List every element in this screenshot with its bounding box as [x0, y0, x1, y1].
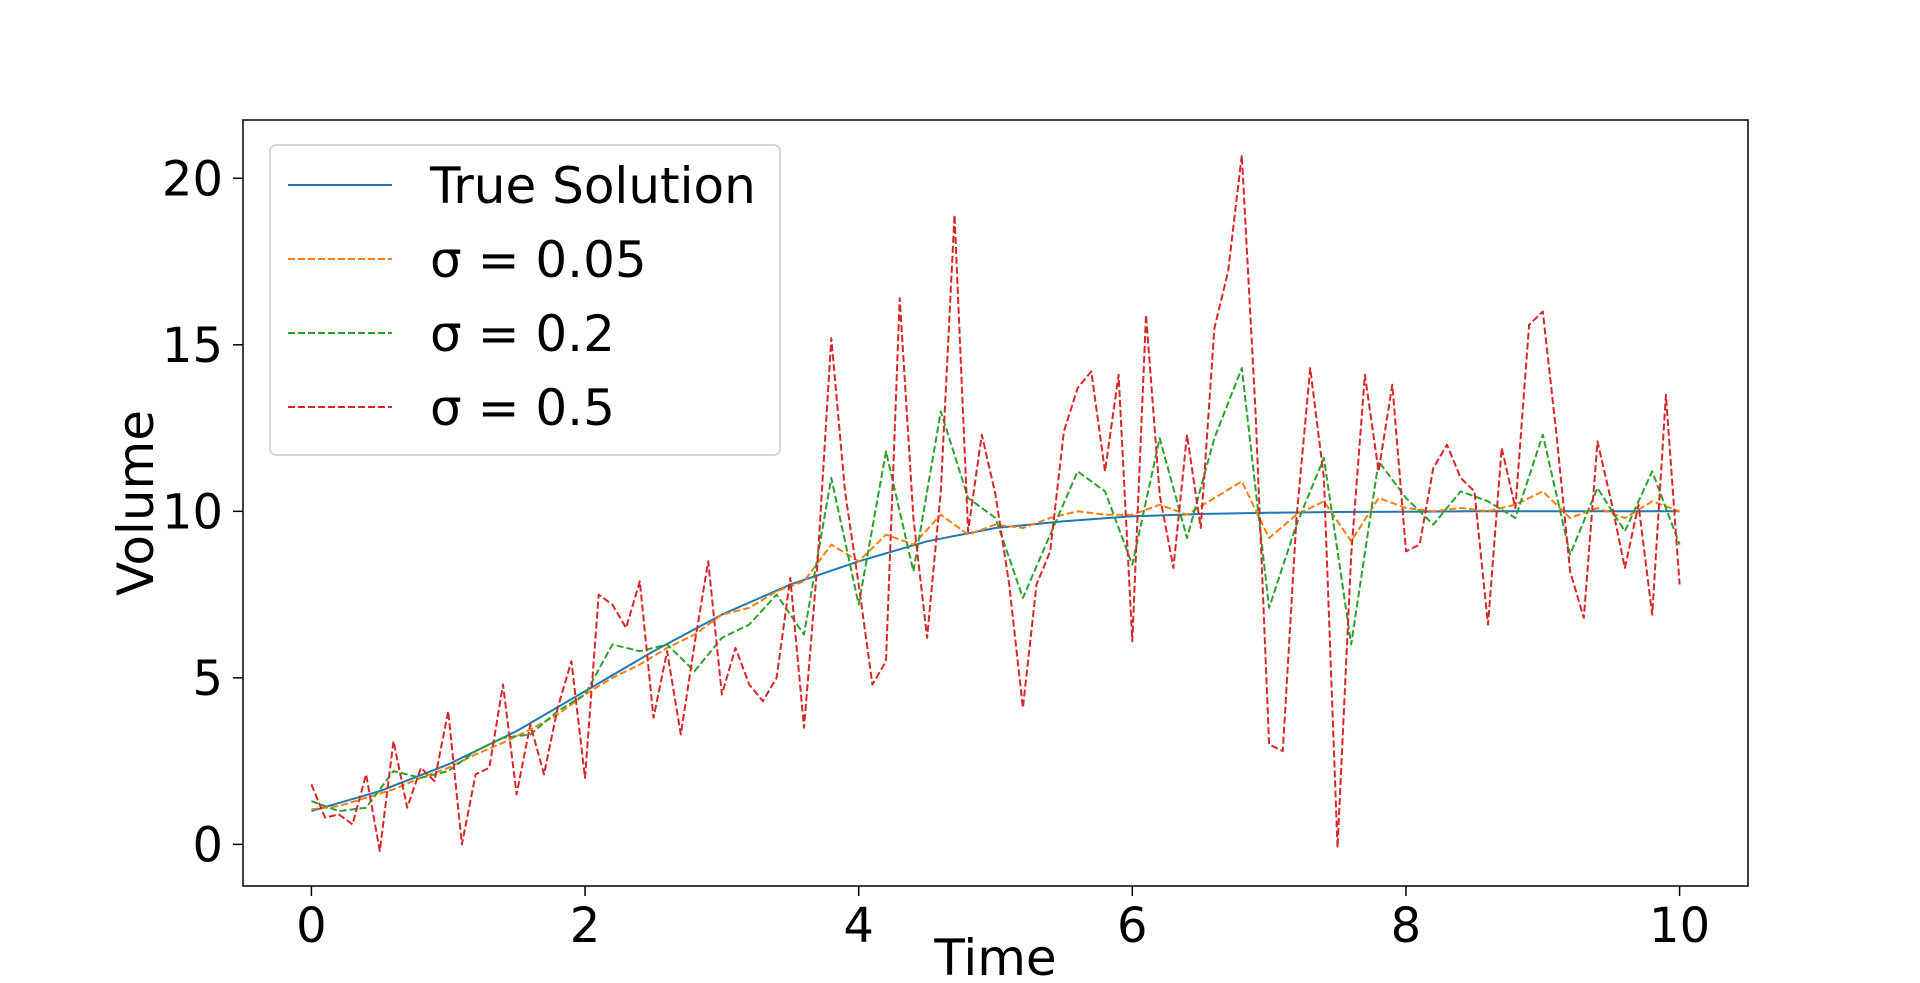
y-tick-label: 20 [162, 151, 223, 207]
y-tick-label: 10 [162, 484, 223, 540]
x-axis: 0 2 4 6 8 10 [296, 886, 1710, 954]
x-tick-label: 4 [843, 898, 874, 954]
y-tick-label: 15 [162, 318, 223, 374]
series-line-3 [310, 154, 1681, 852]
plot-frame [242, 119, 1749, 887]
legend: True Solution σ = 0.05 σ = 0.2 σ = 0.5 [269, 144, 781, 456]
x-tick-label: 8 [1391, 898, 1422, 954]
series-line-2 [311, 367, 1681, 813]
y-axis: 0 5 10 15 20 [162, 151, 243, 873]
series-line-1 [311, 480, 1680, 811]
legend-label-3: σ = 0.5 [430, 379, 615, 437]
legend-box [269, 144, 781, 456]
y-axis-label: Volume [107, 410, 165, 596]
series-layer [310, 154, 1681, 852]
legend-label-1: σ = 0.05 [430, 231, 647, 289]
legend-label-0: True Solution [429, 157, 756, 215]
x-tick-label: 10 [1649, 898, 1710, 954]
x-tick-label: 0 [296, 898, 327, 954]
y-tick-label: 5 [192, 651, 223, 707]
x-axis-label: Time [933, 929, 1056, 983]
series-line-0 [311, 510, 1680, 813]
x-tick-label: 2 [570, 898, 601, 954]
x-tick-label: 6 [1117, 898, 1148, 954]
legend-label-2: σ = 0.2 [430, 305, 615, 363]
y-tick-label: 0 [192, 817, 223, 873]
